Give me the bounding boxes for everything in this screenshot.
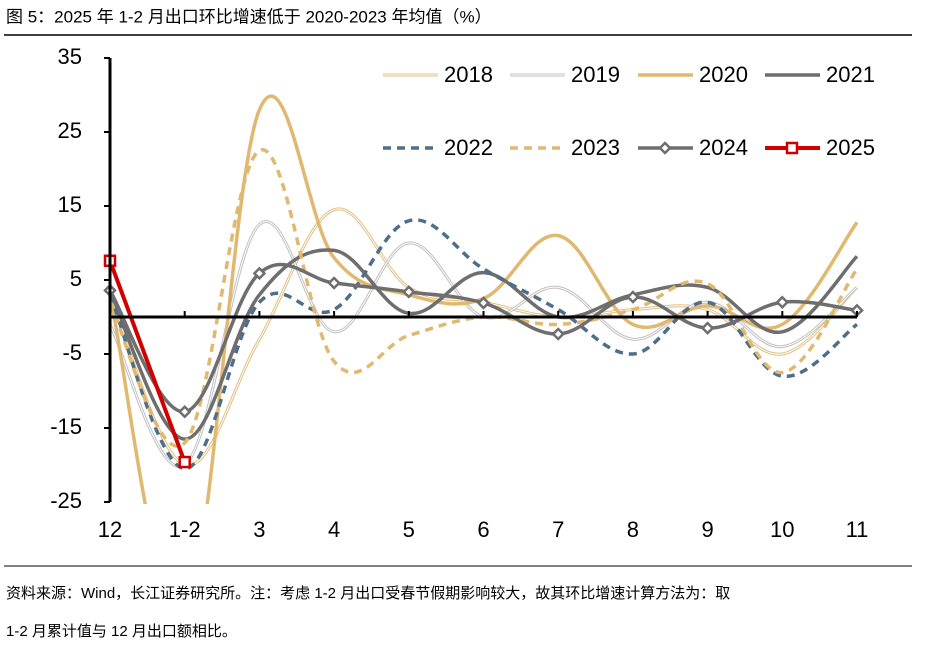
series-line (108, 248, 859, 441)
legend-label: 2021 (826, 62, 875, 87)
y-tick-label: 25 (58, 118, 82, 143)
y-tick-label: -5 (62, 340, 82, 365)
marker (178, 455, 191, 469)
x-tick-label: 9 (701, 517, 713, 542)
series-line (108, 260, 187, 463)
marker (775, 295, 790, 309)
marker (177, 404, 192, 419)
x-tick-label: 1-2 (169, 517, 201, 542)
series-line (108, 148, 859, 448)
x-tick-label: 8 (627, 517, 639, 542)
y-tick-label: 15 (58, 192, 82, 217)
x-tick-label: 5 (403, 517, 415, 542)
legend-label: 2024 (699, 135, 748, 160)
x-tick-label: 7 (552, 517, 564, 542)
legend-label: 2019 (571, 62, 620, 87)
marker (327, 276, 341, 290)
marker (476, 296, 491, 310)
marker (551, 327, 565, 341)
source-note: 1-2 月累计值与 12 月出口额相比。 (6, 623, 237, 640)
marker (252, 266, 267, 281)
series-line-inner (109, 208, 858, 466)
chart-title: 图 5：2025 年 1-2 月出口环比增速低于 2020-2023 年均值（%… (6, 7, 492, 26)
y-tick-label: -15 (50, 414, 82, 439)
legend-marker (785, 141, 799, 155)
source-note: 资料来源：Wind，长江证券研究所。注：考虑 1-2 月出口受春节假期影响较大，… (6, 584, 730, 602)
x-tick-label: 6 (477, 517, 489, 542)
series-line (108, 220, 858, 469)
legend-marker (785, 141, 799, 155)
legend-marker (658, 141, 672, 155)
x-tick-label: 12 (98, 517, 122, 542)
marker (626, 290, 640, 304)
marker (402, 285, 416, 299)
x-tick-label: 11 (846, 517, 869, 542)
x-tick-label: 3 (253, 517, 265, 542)
series-line (108, 262, 858, 414)
x-tick-label: 10 (770, 517, 794, 542)
x-tick-label: 4 (328, 517, 340, 542)
legend-label: 2022 (444, 135, 493, 160)
legend-label: 2025 (826, 135, 875, 160)
marker (700, 321, 715, 335)
series-line (108, 207, 859, 467)
legend-label: 2020 (699, 62, 748, 87)
legend-label: 2018 (444, 62, 493, 87)
legend-marker (658, 141, 672, 155)
y-tick-label: 5 (70, 266, 82, 291)
series-line (108, 218, 859, 471)
y-tick-label: -25 (50, 488, 82, 513)
legend-label: 2023 (571, 135, 620, 160)
y-tick-label: 35 (58, 44, 82, 69)
